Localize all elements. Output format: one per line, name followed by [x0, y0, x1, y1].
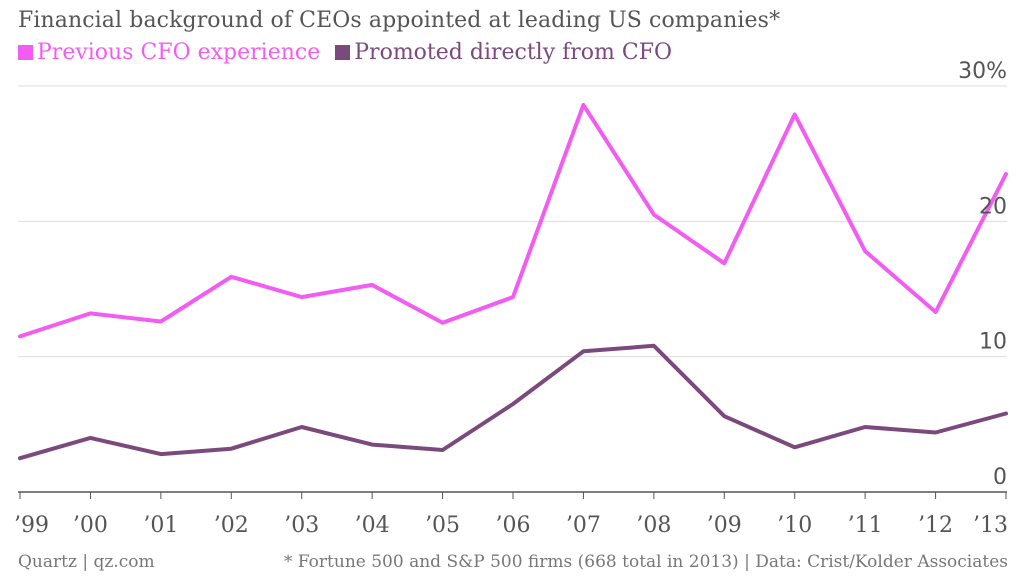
series-line-previous-cfo: [18, 102, 1008, 339]
legend-swatch-promoted-cfo: [335, 45, 351, 60]
chart-legend: Previous CFO experience Promoted directl…: [18, 40, 680, 66]
y-tick-label: 0: [993, 465, 1007, 490]
y-axis-labels: 0 10 20 30%: [958, 59, 1007, 490]
x-tick-label: ’12: [918, 513, 953, 538]
grid-layer: [18, 85, 1007, 499]
x-tick-label: ’05: [425, 513, 460, 538]
x-tick-label: ’06: [496, 513, 531, 538]
series-layer: [18, 102, 1008, 461]
x-tick-label: ’07: [566, 513, 601, 538]
series-line-promoted-cfo: [18, 343, 1008, 461]
x-tick-label: ’03: [284, 513, 319, 538]
legend-item-promoted-cfo: Promoted directly from CFO: [335, 40, 672, 65]
x-tick-label: ’01: [143, 513, 178, 538]
x-tick-label: ’09: [707, 513, 742, 538]
x-tick-label: ’11: [848, 513, 883, 538]
x-tick-label: ’02: [214, 513, 249, 538]
y-tick-label: 20: [979, 194, 1007, 219]
x-tick-label: ’08: [636, 513, 671, 538]
x-tick-label: ’10: [777, 513, 812, 538]
x-axis-labels: ’99 ’00 ’01 ’02 ’03 ’04 ’05 ’06 ’07 ’08 ’09 ’10 ’11 ’…: [14, 513, 1008, 538]
y-tick-label: 30%: [958, 59, 1007, 84]
x-tick-label: ’13: [973, 513, 1008, 538]
legend-swatch-previous-cfo: [18, 45, 33, 60]
y-tick-label: 10: [979, 330, 1007, 355]
source-credit: Quartz | qz.com: [18, 552, 155, 572]
legend-label-previous-cfo: Previous CFO experience: [37, 40, 321, 65]
legend-label-promoted-cfo: Promoted directly from CFO: [354, 40, 673, 65]
chart-title: Financial background of CEOs appointed a…: [18, 8, 781, 33]
x-tick-label: ’00: [73, 513, 108, 538]
x-tick-label: ’99: [14, 513, 49, 538]
legend-item-previous-cfo: Previous CFO experience: [18, 40, 320, 65]
footnote: * Fortune 500 and S&P 500 firms (668 tot…: [283, 552, 1008, 572]
x-tick-label: ’04: [355, 513, 390, 538]
